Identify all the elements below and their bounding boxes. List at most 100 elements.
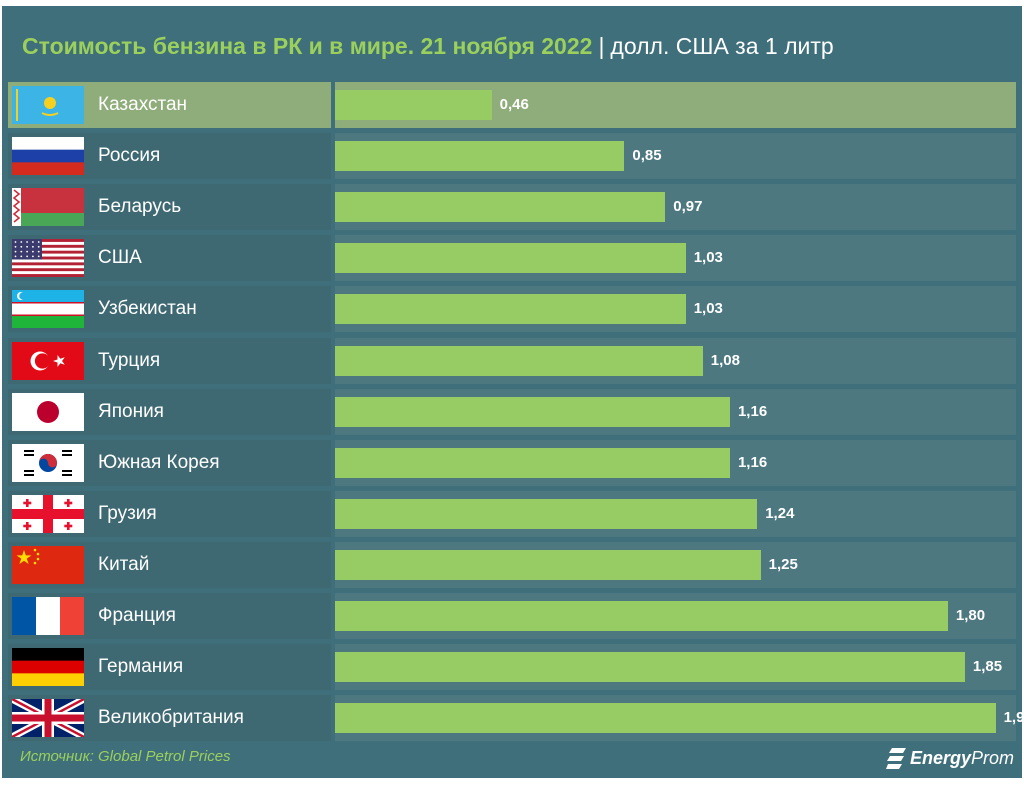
china-flag-icon	[12, 545, 84, 584]
bar-row: Германия 1,85	[8, 644, 1016, 691]
bar-row: Япония 1,16	[8, 388, 1016, 435]
bar-track: 1,16	[335, 388, 1016, 435]
data-label: 1,16	[737, 402, 768, 420]
bar-track: 1,94	[335, 695, 1022, 742]
category-label: Великобритания	[98, 707, 244, 729]
bar-row: Россия 0,85	[8, 133, 1016, 180]
uzbekistan-flag-icon	[12, 290, 84, 329]
bar-row: Узбекистан 1,03	[8, 286, 1016, 333]
russia-flag-icon	[12, 137, 84, 176]
row-label-cell: Казахстан	[8, 82, 331, 128]
data-label: 1,85	[972, 658, 1003, 676]
bar-track: 1,16	[335, 439, 1016, 486]
data-label: 1,08	[710, 351, 740, 369]
data-label: 1,25	[768, 555, 798, 573]
bar-row: Турция 1,08	[8, 337, 1016, 384]
row-label-cell: Япония	[8, 388, 331, 435]
bar-track: 1,03	[335, 235, 1016, 282]
data-label: 1,16	[737, 453, 768, 471]
bar-row: Беларусь 0,97	[8, 184, 1016, 231]
category-label: Япония	[98, 400, 164, 422]
bar-row: Франция 1,80	[8, 593, 1016, 639]
row-label-cell: Франция	[8, 593, 331, 639]
bar-row: Грузия 1,24	[8, 490, 1016, 537]
category-label: Узбекистан	[98, 298, 197, 320]
germany-flag-icon	[12, 648, 84, 687]
georgia-flag-icon	[12, 494, 84, 533]
title-separator: |	[598, 33, 605, 59]
row-label-cell: Беларусь	[8, 184, 331, 231]
bar	[335, 294, 686, 325]
energyprom-logo-icon	[886, 748, 906, 769]
logo-text: EnergyProm	[910, 748, 1014, 769]
data-label: 1,03	[693, 249, 723, 267]
row-label-cell: Китай	[8, 541, 331, 588]
uk-flag-icon	[12, 699, 84, 738]
row-label-cell: Южная Корея	[8, 439, 331, 486]
bar	[335, 192, 666, 223]
bar-track: 1,25	[335, 541, 1016, 588]
category-label: Казахстан	[98, 94, 188, 115]
row-label-cell: Грузия	[8, 490, 331, 537]
usa-flag-icon	[12, 239, 84, 278]
bar	[335, 90, 492, 120]
bar-track: 1,24	[335, 490, 1016, 537]
bar-track: 0,46	[335, 82, 1016, 128]
bar-track: 0,97	[335, 184, 1016, 231]
bar	[335, 396, 730, 427]
bar	[335, 601, 948, 631]
category-label: Турция	[98, 349, 161, 371]
japan-flag-icon	[12, 392, 84, 431]
south-korea-flag-icon	[12, 443, 84, 482]
category-label: США	[98, 247, 142, 269]
bar-track: 0,85	[335, 133, 1016, 180]
bar	[335, 549, 761, 580]
france-flag-icon	[12, 597, 84, 635]
bar-row: Казахстан 0,46	[8, 82, 1016, 128]
bar-track: 1,08	[335, 337, 1016, 384]
row-label-cell: Германия	[8, 644, 331, 691]
bar-track: 1,80	[335, 593, 1016, 639]
bar-track: 1,03	[335, 286, 1016, 333]
logo-text-rest: Prom	[971, 748, 1015, 768]
kazakhstan-flag-icon	[12, 86, 84, 124]
source-note: Источник: Global Petrol Prices	[20, 748, 231, 765]
bar	[335, 243, 686, 274]
row-label-cell: США	[8, 235, 331, 282]
category-label: Беларусь	[98, 196, 182, 218]
turkey-flag-icon	[12, 341, 84, 380]
bar	[335, 703, 996, 734]
data-label: 0,46	[499, 96, 529, 113]
bar-row: США 1,03	[8, 235, 1016, 282]
data-label: 1,24	[765, 504, 795, 522]
data-label: 0,97	[673, 198, 703, 216]
bar	[335, 652, 965, 683]
category-label: Франция	[98, 605, 176, 626]
data-label: 1,94	[1003, 709, 1022, 727]
data-label: 1,80	[955, 607, 986, 624]
energyprom-logo: EnergyProm	[886, 744, 1016, 774]
row-label-cell: Великобритания	[8, 695, 331, 742]
belarus-flag-icon	[12, 188, 84, 227]
logo-text-bold: Energy	[910, 748, 972, 768]
title-unit: долл. США за 1 литр	[610, 33, 834, 59]
bar-row: Китай 1,25	[8, 541, 1016, 588]
bar-track: 1,85	[335, 644, 1016, 691]
bar-row: Великобритания 1,94	[8, 695, 1022, 742]
row-label-cell: Турция	[8, 337, 331, 384]
category-label: Китай	[98, 553, 150, 575]
title-main: Стоимость бензина в РК и в мире. 21 нояб…	[22, 33, 593, 59]
category-label: Южная Корея	[98, 451, 220, 473]
chart-title: Стоимость бензина в РК и в мире. 21 нояб…	[22, 24, 834, 68]
data-label: 1,03	[693, 300, 723, 318]
bar-row: Южная Корея 1,16	[8, 439, 1016, 486]
bar	[335, 345, 703, 376]
category-label: Грузия	[98, 502, 157, 524]
category-label: Россия	[98, 145, 161, 167]
bar	[335, 498, 758, 529]
data-label: 0,85	[632, 147, 662, 165]
bar	[335, 141, 625, 172]
category-label: Германия	[98, 656, 184, 678]
row-label-cell: Россия	[8, 133, 331, 180]
